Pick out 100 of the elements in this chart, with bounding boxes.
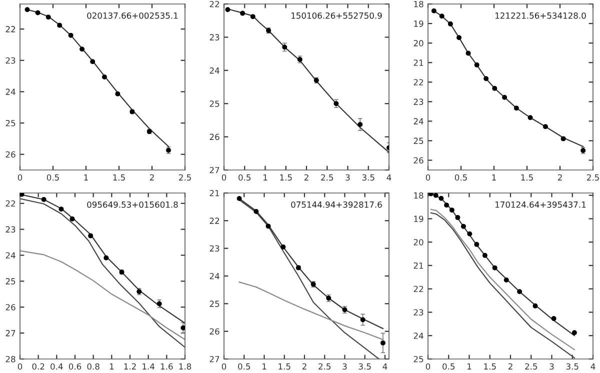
point (551, 316, 556, 322)
y-tick-label: 19 (414, 216, 424, 222)
point (474, 62, 480, 68)
x-tick-label: 1.4 (142, 363, 154, 370)
x-tick-label: 0.8 (87, 363, 100, 370)
y-tick-label: 22 (6, 200, 15, 207)
x-tick-label: 4 (386, 174, 392, 180)
x-tick-label: 2.5 (525, 363, 538, 370)
x-tick-label: 2 (508, 363, 512, 370)
point (484, 76, 489, 82)
point (460, 224, 466, 229)
x-tick-label: 0 (222, 174, 226, 181)
x-tick-label: 4 (590, 363, 596, 370)
y-tick-label: 26 (210, 328, 220, 335)
x-tick-label: 1 (262, 363, 266, 370)
y-tick-label: 23 (210, 245, 220, 252)
point (572, 330, 577, 336)
y-tick-label: 26 (210, 134, 220, 140)
y-tick-label: 22 (414, 286, 423, 292)
x-tick-label: 2 (304, 174, 308, 180)
point (280, 244, 286, 250)
point (380, 340, 386, 346)
x-tick-label: 1.6 (160, 363, 173, 370)
y-tick-label: 23 (414, 98, 424, 105)
point (236, 196, 242, 202)
point (70, 216, 75, 222)
x-tick-label: 3 (346, 174, 350, 181)
point (439, 14, 444, 19)
x-tick-label: 2 (302, 363, 306, 370)
x-tick-label: 0.5 (442, 363, 455, 370)
y-tick-label: 26 (6, 151, 16, 158)
x-tick-label: 0.5 (46, 174, 59, 181)
x-tick-label: 0.5 (238, 363, 250, 370)
y-tick-label: 27 (6, 330, 16, 336)
y-tick-label: 21 (414, 60, 424, 66)
point (431, 8, 436, 14)
y-tick-label: 25 (210, 100, 220, 107)
y-tick-label: 25 (210, 300, 220, 307)
annotation: 020137.66+002535.1 (87, 12, 178, 19)
point (449, 208, 454, 213)
x-tick-label: 1 (468, 363, 472, 370)
x-tick-label: 3.5 (362, 174, 374, 181)
y-tick-label: 22 (210, 218, 219, 224)
point (482, 252, 488, 258)
point (41, 196, 46, 202)
y-tick-label: 21 (414, 262, 424, 269)
x-tick-label: 3.5 (358, 363, 371, 370)
x-tick-label: 0 (18, 174, 22, 181)
point (456, 35, 462, 40)
x-tick-label: 0 (426, 174, 430, 181)
x-tick-label: 1.2 (124, 363, 136, 370)
point (68, 32, 74, 38)
x-tick-label: 0.5 (238, 174, 251, 181)
point (514, 106, 519, 111)
point (492, 86, 498, 91)
y-tick-label: 20 (414, 40, 424, 46)
annotation: 121221.56+534128.0 (496, 12, 586, 19)
point (24, 7, 30, 12)
y-tick-label: 25 (6, 278, 16, 284)
y-tick-label: 22 (414, 79, 423, 86)
x-tick-label: 1.5 (113, 174, 125, 181)
x-tick-label: 3.5 (566, 363, 578, 370)
x-tick-label: 1 (110, 363, 114, 370)
x-tick-label: 0 (18, 363, 22, 370)
point (360, 317, 366, 322)
x-tick-label: 1.5 (278, 363, 290, 370)
point (433, 193, 438, 198)
x-tick-label: 1.8 (179, 363, 192, 370)
y-tick-label: 25 (414, 356, 424, 362)
point (46, 14, 51, 20)
x-tick-label: 0 (222, 363, 226, 370)
point (90, 59, 96, 64)
x-tick-label: 1 (264, 174, 268, 180)
point (35, 10, 40, 16)
x-tick-label: 1 (84, 174, 88, 180)
line-series (20, 250, 185, 340)
y-tick-label: 23 (210, 34, 220, 40)
y-tick-label: 27 (210, 166, 220, 174)
y-tick-label: 18 (414, 192, 424, 199)
y-tick-label: 24 (210, 67, 220, 74)
y-tick-label: 22 (6, 26, 15, 32)
y-tick-label: 28 (6, 356, 16, 362)
point (58, 206, 64, 212)
point (455, 215, 460, 220)
y-tick-label: 22 (210, 0, 219, 8)
x-tick-label: 2.5 (321, 174, 334, 181)
x-tick-label: 0.6 (68, 363, 82, 370)
x-tick-label: 4 (382, 363, 388, 370)
point (467, 231, 472, 236)
x-tick-label: 0.5 (454, 174, 467, 181)
y-tick-label: 26 (414, 157, 424, 164)
y-tick-label: 26 (6, 304, 16, 310)
annotation: 095649.53+015601.8 (87, 201, 178, 208)
point (502, 94, 508, 100)
line-series (20, 198, 185, 348)
annotation: 170124.64+395437.1 (496, 201, 586, 208)
annotation: 150106.26+552750.9 (292, 12, 382, 19)
point (180, 325, 185, 330)
point (466, 50, 471, 56)
point (528, 115, 533, 120)
